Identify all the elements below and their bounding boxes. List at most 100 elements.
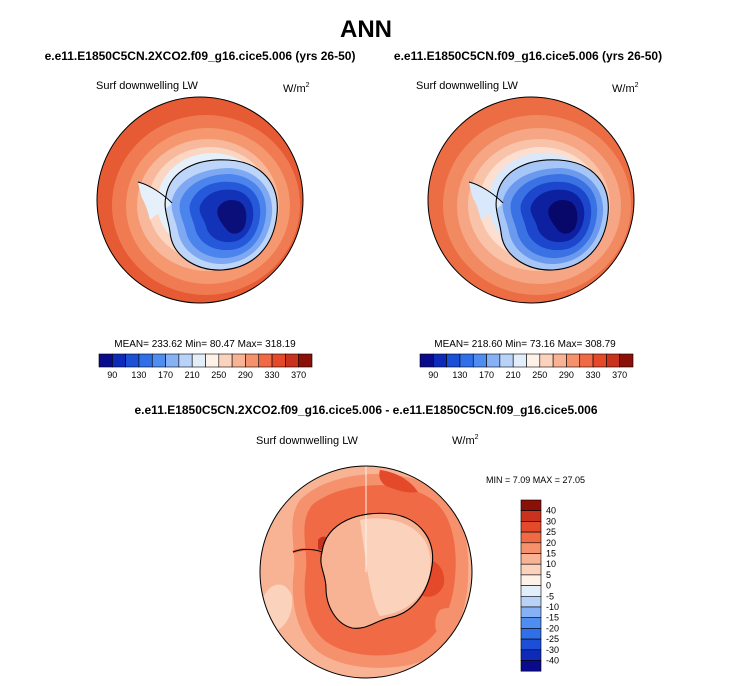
- panel-right-stats: MEAN= 218.60 Min= 73.16 Max= 308.79: [434, 339, 616, 350]
- map-boundary-right: [427, 96, 635, 304]
- colorbar-difference-swatch: [520, 595, 542, 608]
- colorbar-left-tick-label: 130: [131, 370, 146, 380]
- peninsula-coastline-left: [137, 181, 173, 204]
- colorbar-difference-tick-label: 30: [546, 516, 556, 526]
- panel-right: e.e11.E1850C5CN.f09_g16.cice5.006 (yrs 2…: [394, 49, 662, 380]
- colorbar-right-swatch: [526, 353, 541, 368]
- colorbar-difference-tick-label: -30: [546, 645, 559, 655]
- figure-title: ANN: [340, 16, 392, 43]
- colorbar-right: 90 130 170 210 250 290 330 370: [419, 353, 634, 380]
- colorbar-left-swatch: [218, 353, 233, 368]
- diff-title: e.e11.E1850C5CN.2XCO2.f09_g16.cice5.006 …: [135, 403, 598, 417]
- diff-variable-label: Surf downwelling LW: [256, 435, 359, 447]
- map-boundary-left: [96, 96, 304, 304]
- colorbar-right-swatch: [433, 353, 447, 368]
- polar-map-left: [97, 97, 303, 303]
- colorbar-left-tick-label: 170: [158, 370, 173, 380]
- colorbar-left-swatch: [151, 353, 166, 368]
- colorbar-difference-swatch: [520, 531, 542, 544]
- colorbar-difference-swatch: [520, 510, 542, 522]
- colorbar-right-tick-label: 330: [586, 370, 601, 380]
- colorbar-difference-tick-label: 40: [546, 506, 556, 516]
- colorbar-right-swatch: [499, 353, 514, 368]
- panel-left-case-title: e.e11.E1850C5CN.2XCO2.f09_g16.cice5.006 …: [45, 49, 356, 63]
- colorbar-right-swatch: [579, 353, 594, 368]
- colorbar-right-swatch: [419, 353, 434, 368]
- colorbar-left-swatch: [298, 353, 313, 368]
- panel-right-units: W/m2: [612, 82, 639, 95]
- colorbar-difference-swatch: [520, 542, 542, 554]
- colorbar-difference-swatch: [520, 499, 542, 511]
- colorbar-left-tick-label: 370: [291, 370, 306, 380]
- colorbar-difference-swatch: [520, 606, 542, 618]
- colorbar-left-swatch: [165, 353, 180, 368]
- colorbar-left-swatch: [258, 353, 273, 368]
- panel-left: e.e11.E1850C5CN.2XCO2.f09_g16.cice5.006 …: [45, 49, 356, 380]
- colorbar-left-swatch: [285, 353, 299, 368]
- colorbar-left-swatch: [178, 353, 193, 368]
- colorbar-difference-swatch: [520, 574, 542, 586]
- colorbar-right-tick-label: 90: [428, 370, 438, 380]
- colorbar-difference-tick-label: 0: [546, 581, 551, 591]
- panel-right-case-title: e.e11.E1850C5CN.f09_g16.cice5.006 (yrs 2…: [394, 49, 662, 63]
- colorbar-right-tick-label: 130: [452, 370, 467, 380]
- diff-stats: MIN = 7.09 MAX = 27.05: [486, 475, 585, 485]
- colorbar-left-swatch: [245, 353, 260, 368]
- colorbar-difference-swatch: [520, 660, 542, 672]
- colorbar-difference-tick-label: 10: [546, 559, 556, 569]
- colorbar-difference-swatch: [520, 649, 542, 661]
- antarctica-coastline-right: [495, 159, 609, 271]
- colorbar-left-swatch: [205, 353, 220, 368]
- colorbar-difference-tick-label: -20: [546, 623, 559, 633]
- colorbar-left: 90 130 170 210 250 290 330 370: [98, 353, 313, 380]
- colorbar-left-tick-label: 250: [211, 370, 226, 380]
- colorbar-right-tick-label: 370: [612, 370, 627, 380]
- antarctica-coastline-difference: [320, 512, 434, 629]
- colorbar-difference-swatch: [520, 628, 542, 640]
- colorbar-right-swatch: [459, 353, 474, 368]
- panel-left-variable-label: Surf downwelling LW: [96, 80, 199, 92]
- polar-map-difference: [260, 466, 472, 678]
- polar-map-right: [428, 97, 634, 303]
- colorbar-difference-swatch: [520, 563, 542, 576]
- colorbar-difference-swatch: [520, 553, 542, 565]
- colorbar-right-swatch: [592, 353, 607, 368]
- colorbar-right-swatch: [446, 353, 461, 368]
- colorbar-left-swatch: [98, 353, 113, 368]
- colorbar-difference-tick-label: -25: [546, 634, 559, 644]
- colorbar-right-swatch: [472, 353, 487, 368]
- colorbar-left-swatch: [138, 353, 153, 368]
- colorbar-right-tick-label: 210: [506, 370, 521, 380]
- panel-left-stats: MEAN= 233.62 Min= 80.47 Max= 318.19: [114, 339, 296, 350]
- colorbar-left-tick-label: 210: [185, 370, 200, 380]
- antarctica-coastline-left: [164, 159, 278, 271]
- colorbar-difference-tick-label: -5: [546, 591, 554, 601]
- colorbar-left-swatch: [125, 353, 140, 368]
- map-boundary-difference: [259, 465, 473, 679]
- colorbar-difference-tick-label: -15: [546, 613, 559, 623]
- colorbar-difference-swatch: [520, 617, 542, 629]
- colorbar-difference-tick-label: -40: [546, 656, 559, 666]
- colorbar-right-swatch: [486, 353, 501, 368]
- colorbar-right-swatch: [606, 353, 620, 368]
- colorbar-difference-swatch: [520, 521, 542, 533]
- colorbar-left-tick-label: 290: [238, 370, 253, 380]
- colorbar-left-swatch: [271, 353, 286, 368]
- colorbar-left-swatch: [191, 353, 206, 368]
- diff-units: W/m2: [452, 434, 479, 447]
- colorbar-right-swatch: [539, 353, 554, 368]
- colorbar-right-swatch: [619, 353, 634, 368]
- colorbar-left-tick-label: 90: [107, 370, 117, 380]
- panel-difference: e.e11.E1850C5CN.2XCO2.f09_g16.cice5.006 …: [135, 403, 598, 679]
- colorbar-difference-tick-label: 5: [546, 570, 551, 580]
- colorbar-difference-swatch: [520, 585, 542, 597]
- colorbar-difference-tick-label: 20: [546, 538, 556, 548]
- colorbar-right-swatch: [512, 353, 527, 368]
- colorbar-difference-tick-label: -10: [546, 602, 559, 612]
- colorbar-difference-tick-label: 15: [546, 549, 556, 559]
- colorbar-right-tick-label: 250: [532, 370, 547, 380]
- colorbar-left-swatch: [112, 353, 126, 368]
- colorbar-right-swatch: [552, 353, 567, 368]
- colorbar-difference-swatch: [520, 638, 542, 651]
